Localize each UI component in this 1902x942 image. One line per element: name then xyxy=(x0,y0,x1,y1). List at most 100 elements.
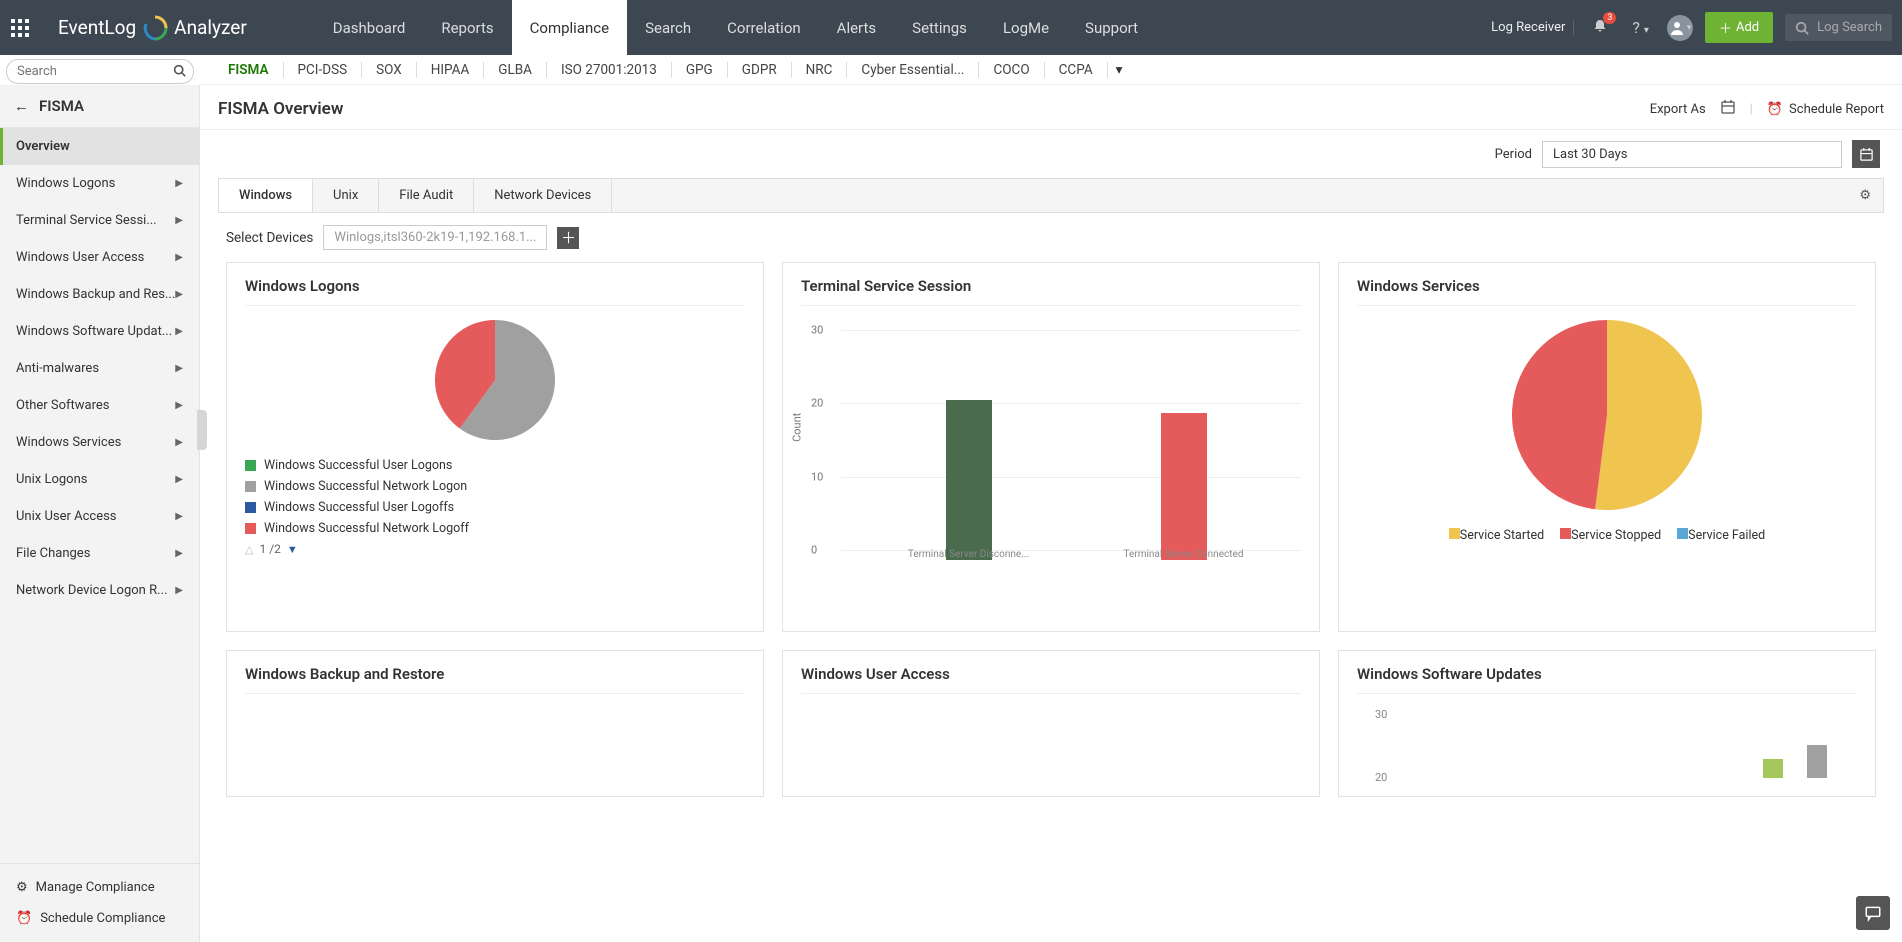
card-windows-user-access: Windows User Access xyxy=(782,650,1320,797)
manage-compliance-link[interactable]: ⚙ Manage Compliance xyxy=(0,872,199,903)
apps-launcher-icon[interactable] xyxy=(0,19,40,37)
bar-chart: 3020 xyxy=(1357,708,1857,778)
compliance-tab[interactable]: ISO 27001:2013 xyxy=(547,62,672,78)
nav-reports[interactable]: Reports xyxy=(423,0,511,55)
back-label: FISMA xyxy=(39,97,84,115)
compliance-tab[interactable]: GDPR xyxy=(728,62,792,78)
x-axis-label: Terminal Server Connected xyxy=(1114,549,1254,560)
more-tabs-icon[interactable]: ▾ xyxy=(1116,62,1123,78)
notifications-icon[interactable]: 3 xyxy=(1586,18,1614,38)
legend-pager[interactable]: △ 1 /2 ▼ xyxy=(245,542,745,556)
compliance-tab[interactable]: GPG xyxy=(672,62,728,78)
legend-item[interactable]: Windows Successful Network Logoff xyxy=(245,521,745,536)
schedule-report-button[interactable]: ⏰ Schedule Report xyxy=(1767,102,1884,117)
nav-dashboard[interactable]: Dashboard xyxy=(315,0,424,55)
compliance-tab[interactable]: COCO xyxy=(979,62,1044,78)
sidebar-item[interactable]: Network Device Logon R...▶ xyxy=(0,572,199,609)
legend-item[interactable]: Service Failed xyxy=(1677,528,1765,543)
x-axis-label: Terminal Server Disconne... xyxy=(899,549,1039,560)
back-button[interactable]: ← FISMA xyxy=(0,85,199,128)
legend-item[interactable]: Windows Successful User Logons xyxy=(245,458,745,473)
page-title: FISMA Overview xyxy=(218,99,343,119)
compliance-tab[interactable]: PCI-DSS xyxy=(284,62,363,78)
log-search-input[interactable]: Log Search xyxy=(1785,14,1892,41)
compliance-tab[interactable]: SOX xyxy=(362,62,417,78)
legend-item[interactable]: Windows Successful Network Logon xyxy=(245,479,745,494)
period-label: Period xyxy=(1495,147,1532,162)
export-as-button[interactable]: Export As xyxy=(1650,102,1706,117)
user-avatar[interactable]: ▾ xyxy=(1667,15,1693,41)
compliance-tab[interactable]: Cyber Essential... xyxy=(847,62,979,78)
card-terminal-service: Terminal Service Session Count 0102030Te… xyxy=(782,262,1320,632)
calendar-button[interactable] xyxy=(1852,140,1880,168)
chat-button[interactable] xyxy=(1856,896,1890,930)
export-format-icon[interactable] xyxy=(1720,99,1736,119)
device-tab[interactable]: Windows xyxy=(219,179,313,212)
sidebar-item[interactable]: Unix User Access▶ xyxy=(0,498,199,535)
tab-settings-icon[interactable]: ⚙ xyxy=(1847,188,1883,203)
bar[interactable] xyxy=(946,400,992,560)
devices-input[interactable]: Winlogs,itsl360-2k19-1,192.168.1... xyxy=(323,225,547,250)
compliance-tab[interactable]: NRC xyxy=(792,62,848,78)
notification-badge: 3 xyxy=(1603,12,1616,24)
sidebar-item[interactable]: Windows Software Updat...▶ xyxy=(0,313,199,350)
help-icon[interactable]: ? ▾ xyxy=(1626,18,1655,37)
logo-swirl-icon xyxy=(142,15,168,41)
card-windows-services: Windows Services Service StartedService … xyxy=(1338,262,1876,632)
product-name-left: EventLog xyxy=(58,16,136,39)
period-selector[interactable]: Last 30 Days xyxy=(1542,141,1842,168)
compliance-tab[interactable]: HIPAA xyxy=(417,62,485,78)
bar[interactable] xyxy=(1807,745,1827,778)
nav-search[interactable]: Search xyxy=(627,0,709,55)
compliance-tab[interactable]: FISMA xyxy=(214,62,284,78)
add-button[interactable]: ＋Add xyxy=(1705,12,1773,43)
log-receiver-link[interactable]: Log Receiver xyxy=(1483,20,1574,35)
select-devices-label: Select Devices xyxy=(226,230,313,246)
sidebar-item[interactable]: File Changes▶ xyxy=(0,535,199,572)
legend-item[interactable]: Service Stopped xyxy=(1560,528,1661,543)
bar-chart: Count 0102030Terminal Server Disconne...… xyxy=(801,320,1301,580)
legend-item[interactable]: Windows Successful User Logoffs xyxy=(245,500,745,515)
sidebar: ← FISMA OverviewWindows Logons▶Terminal … xyxy=(0,85,200,942)
topbar: EventLog Analyzer DashboardReportsCompli… xyxy=(0,0,1902,55)
sidebar-item[interactable]: Unix Logons▶ xyxy=(0,461,199,498)
product-logo[interactable]: EventLog Analyzer xyxy=(40,15,265,41)
device-tabs: WindowsUnixFile AuditNetwork Devices ⚙ xyxy=(218,178,1884,213)
device-tab[interactable]: Unix xyxy=(313,179,379,212)
device-tab[interactable]: File Audit xyxy=(379,179,474,212)
alarm-clock-icon: ⏰ xyxy=(1767,102,1783,117)
nav-support[interactable]: Support xyxy=(1067,0,1156,55)
sidebar-item[interactable]: Anti-malwares▶ xyxy=(0,350,199,387)
nav-compliance[interactable]: Compliance xyxy=(512,0,627,55)
nav-settings[interactable]: Settings xyxy=(894,0,985,55)
sidebar-item[interactable]: Windows Services▶ xyxy=(0,424,199,461)
sidebar-item[interactable]: Overview xyxy=(0,128,199,165)
nav-correlation[interactable]: Correlation xyxy=(709,0,819,55)
back-arrow-icon: ← xyxy=(14,97,29,115)
sidebar-search-input[interactable] xyxy=(6,59,194,84)
sidebar-item[interactable]: Terminal Service Sessi...▶ xyxy=(0,202,199,239)
device-tab[interactable]: Network Devices xyxy=(474,179,612,212)
search-icon[interactable] xyxy=(173,64,186,81)
schedule-compliance-link[interactable]: ⏰ Schedule Compliance xyxy=(0,903,199,934)
sidebar-item[interactable]: Other Softwares▶ xyxy=(0,387,199,424)
compliance-tab[interactable]: GLBA xyxy=(484,62,547,78)
card-title: Windows Logons xyxy=(245,277,745,306)
pie-chart xyxy=(435,320,555,440)
gear-icon: ⚙ xyxy=(16,880,28,895)
add-device-button[interactable]: ＋ xyxy=(557,227,579,249)
compliance-tab[interactable]: CCPA xyxy=(1045,62,1108,78)
sidebar-item[interactable]: Windows User Access▶ xyxy=(0,239,199,276)
sidebar-collapse-handle[interactable] xyxy=(197,410,207,450)
content-area: FISMA Overview Export As | ⏰ Schedule Re… xyxy=(200,85,1902,942)
sidebar-item[interactable]: Windows Logons▶ xyxy=(0,165,199,202)
clock-icon: ⏰ xyxy=(16,911,32,926)
legend-item[interactable]: Service Started xyxy=(1449,528,1544,543)
nav-alerts[interactable]: Alerts xyxy=(819,0,895,55)
sidebar-item[interactable]: Windows Backup and Res...▶ xyxy=(0,276,199,313)
nav-logme[interactable]: LogMe xyxy=(985,0,1067,55)
card-title: Terminal Service Session xyxy=(801,277,1301,306)
bar[interactable] xyxy=(1763,759,1783,778)
bar[interactable] xyxy=(1161,413,1207,560)
product-name-right: Analyzer xyxy=(174,16,247,39)
